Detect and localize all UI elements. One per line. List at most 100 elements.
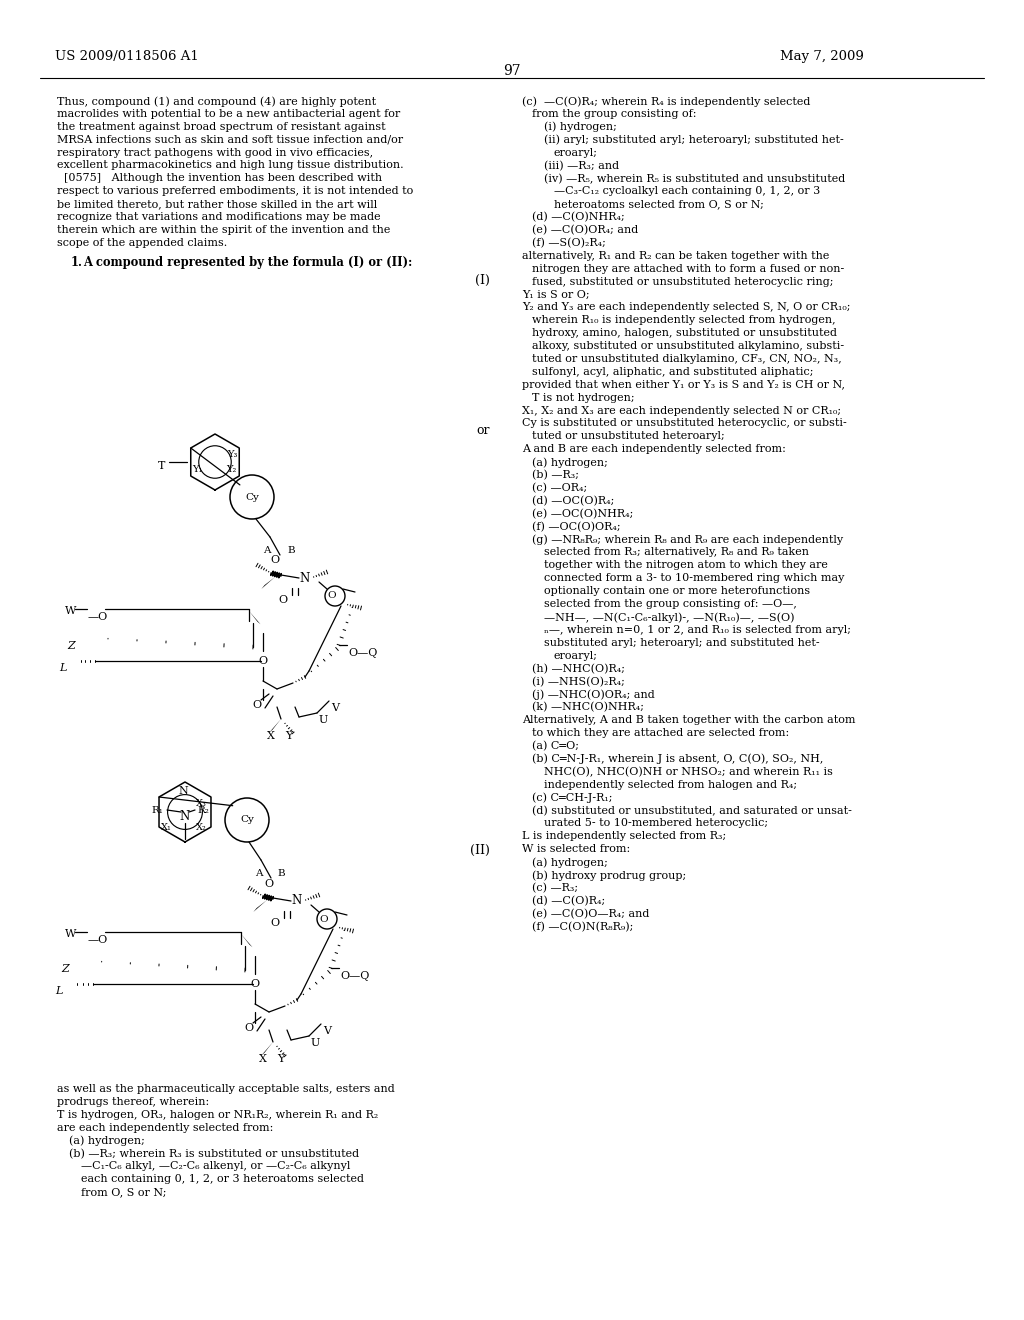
Text: the treatment against broad spectrum of resistant against: the treatment against broad spectrum of … (57, 121, 386, 132)
Text: T is hydrogen, OR₃, halogen or NR₁R₂, wherein R₁ and R₂: T is hydrogen, OR₃, halogen or NR₁R₂, wh… (57, 1110, 378, 1119)
Text: Z: Z (67, 642, 75, 651)
Text: from O, S or N;: from O, S or N; (81, 1187, 167, 1197)
Text: (c) —R₃;: (c) —R₃; (532, 883, 579, 894)
Text: wherein R₁₀ is independently selected from hydrogen,: wherein R₁₀ is independently selected fr… (532, 315, 836, 325)
Text: (II): (II) (470, 843, 490, 857)
Text: V: V (323, 1026, 331, 1036)
Text: N: N (292, 895, 302, 908)
Text: each containing 0, 1, 2, or 3 heteroatoms selected: each containing 0, 1, 2, or 3 heteroatom… (81, 1175, 364, 1184)
Text: O: O (253, 700, 261, 710)
Text: (d) —C(O)R₄;: (d) —C(O)R₄; (532, 896, 605, 906)
Text: (j) —NHC(O)OR₄; and: (j) —NHC(O)OR₄; and (532, 689, 654, 700)
Text: (ii) aryl; substituted aryl; heteroaryl; substituted het-: (ii) aryl; substituted aryl; heteroaryl;… (544, 135, 844, 145)
Text: prodrugs thereof, wherein:: prodrugs thereof, wherein: (57, 1097, 209, 1107)
Text: (e) —OC(O)NHR₄;: (e) —OC(O)NHR₄; (532, 508, 634, 519)
Text: A: A (263, 546, 270, 554)
Text: —O: —O (88, 612, 109, 622)
Text: provided that when either Y₁ or Y₃ is S and Y₂ is CH or N,: provided that when either Y₁ or Y₃ is S … (522, 380, 845, 389)
Text: Cy: Cy (240, 816, 254, 825)
Text: selected from R₃; alternatively, R₈ and R₉ taken: selected from R₃; alternatively, R₈ and … (544, 548, 809, 557)
Text: N: N (180, 809, 190, 822)
Text: excellent pharmacokinetics and high lung tissue distribution.: excellent pharmacokinetics and high lung… (57, 161, 403, 170)
Text: L: L (55, 986, 62, 997)
Text: O: O (251, 979, 259, 989)
Text: May 7, 2009: May 7, 2009 (780, 50, 864, 63)
Text: fused, substituted or unsubstituted heterocyclic ring;: fused, substituted or unsubstituted hete… (532, 277, 834, 286)
Text: X₁, X₂ and X₃ are each independently selected N or CR₁₀;: X₁, X₂ and X₃ are each independently sel… (522, 405, 841, 416)
Text: L is independently selected from R₃;: L is independently selected from R₃; (522, 832, 726, 841)
Text: (c)  —C(O)R₄; wherein R₄ is independently selected: (c) —C(O)R₄; wherein R₄ is independently… (522, 96, 810, 107)
Text: (iv) —R₅, wherein R₅ is substituted and unsubstituted: (iv) —R₅, wherein R₅ is substituted and … (544, 173, 845, 183)
Text: Thus, compound (1) and compound (4) are highly potent: Thus, compound (1) and compound (4) are … (57, 96, 376, 107)
Text: W: W (65, 929, 77, 939)
Text: O: O (279, 595, 288, 605)
Text: [0575]   Although the invention has been described with: [0575] Although the invention has been d… (57, 173, 382, 183)
Text: Y₁: Y₁ (191, 465, 202, 474)
Text: optionally contain one or more heterofunctions: optionally contain one or more heterofun… (544, 586, 810, 597)
Text: (e) —C(O)O—R₄; and: (e) —C(O)O—R₄; and (532, 908, 649, 919)
Text: A compound represented by the formula (I) or (II):: A compound represented by the formula (I… (83, 256, 413, 269)
Text: X: X (267, 731, 274, 741)
Text: Y₁ is S or O;: Y₁ is S or O; (522, 289, 590, 300)
Text: R₁: R₁ (152, 807, 163, 814)
Text: T is not hydrogen;: T is not hydrogen; (532, 392, 635, 403)
Text: V: V (331, 704, 339, 713)
Polygon shape (249, 611, 260, 624)
Text: 1.: 1. (71, 256, 83, 269)
Text: (f) —C(O)N(R₈R₉);: (f) —C(O)N(R₈R₉); (532, 921, 634, 932)
Text: respect to various preferred embodiments, it is not intended to: respect to various preferred embodiments… (57, 186, 414, 197)
Text: —C₁-C₆ alkyl, —C₂-C₆ alkenyl, or —C₂-C₆ alkynyl: —C₁-C₆ alkyl, —C₂-C₆ alkenyl, or —C₂-C₆ … (81, 1162, 350, 1171)
Text: A and B are each independently selected from:: A and B are each independently selected … (522, 445, 785, 454)
Text: tuted or unsubstituted heteroaryl;: tuted or unsubstituted heteroaryl; (532, 432, 725, 441)
Text: (b) —R₃;: (b) —R₃; (532, 470, 579, 480)
Text: (I): (I) (475, 273, 490, 286)
Text: A: A (255, 869, 262, 878)
Text: W: W (65, 606, 77, 616)
Text: as well as the pharmaceutically acceptable salts, esters and: as well as the pharmaceutically acceptab… (57, 1084, 394, 1094)
Text: connected form a 3- to 10-membered ring which may: connected form a 3- to 10-membered ring … (544, 573, 845, 583)
Text: Y₃: Y₃ (227, 450, 238, 459)
Text: X₃: X₃ (197, 799, 207, 808)
Text: selected from the group consisting of: —O—,: selected from the group consisting of: —… (544, 599, 797, 609)
Text: alternatively, R₁ and R₂ can be taken together with the: alternatively, R₁ and R₂ can be taken to… (522, 251, 829, 261)
Text: heteroatoms selected from O, S or N;: heteroatoms selected from O, S or N; (554, 199, 764, 209)
Text: O—Q: O—Q (340, 972, 370, 981)
Text: (b) hydroxy prodrug group;: (b) hydroxy prodrug group; (532, 870, 686, 880)
Text: eroaryl;: eroaryl; (554, 651, 598, 661)
Text: Y₂: Y₂ (226, 465, 237, 474)
Text: Alternatively, A and B taken together with the carbon atom: Alternatively, A and B taken together wi… (522, 715, 855, 725)
Text: (k) —NHC(O)NHR₄;: (k) —NHC(O)NHR₄; (532, 702, 644, 713)
Text: are each independently selected from:: are each independently selected from: (57, 1123, 273, 1133)
Polygon shape (261, 1041, 273, 1055)
Text: Z: Z (61, 964, 69, 974)
Text: O: O (258, 656, 267, 667)
Text: U: U (311, 1038, 321, 1048)
Text: respiratory tract pathogens with good in vivo efficacies,: respiratory tract pathogens with good in… (57, 148, 373, 157)
Text: Cy: Cy (245, 492, 259, 502)
Text: MRSA infections such as skin and soft tissue infection and/or: MRSA infections such as skin and soft ti… (57, 135, 403, 145)
Text: from the group consisting of:: from the group consisting of: (532, 110, 696, 119)
Text: (h) —NHC(O)R₄;: (h) —NHC(O)R₄; (532, 664, 625, 675)
Text: O: O (245, 1023, 254, 1034)
Text: (a) C═O;: (a) C═O; (532, 741, 579, 751)
Text: eroaryl;: eroaryl; (554, 148, 598, 157)
Text: (g) —NR₈R₉; wherein R₈ and R₉ are each independently: (g) —NR₈R₉; wherein R₈ and R₉ are each i… (532, 535, 843, 545)
Text: (i) —NHS(O)₂R₄;: (i) —NHS(O)₂R₄; (532, 676, 625, 686)
Text: Y: Y (278, 1053, 285, 1064)
Text: N: N (178, 785, 187, 796)
Text: O: O (270, 554, 280, 565)
Polygon shape (261, 577, 275, 589)
Text: (i) hydrogen;: (i) hydrogen; (544, 121, 616, 132)
Text: ₙ—, wherein n=0, 1 or 2, and R₁₀ is selected from aryl;: ₙ—, wherein n=0, 1 or 2, and R₁₀ is sele… (544, 624, 851, 635)
Text: together with the nitrogen atom to which they are: together with the nitrogen atom to which… (544, 561, 827, 570)
Text: to which they are attached are selected from:: to which they are attached are selected … (532, 729, 790, 738)
Polygon shape (269, 719, 281, 733)
Text: B: B (278, 869, 285, 878)
Text: —C₃-C₁₂ cycloalkyl each containing 0, 1, 2, or 3: —C₃-C₁₂ cycloalkyl each containing 0, 1,… (554, 186, 820, 197)
Text: (d) substituted or unsubstituted, and saturated or unsat-: (d) substituted or unsubstituted, and sa… (532, 805, 852, 816)
Text: tuted or unsubstituted dialkylamino, CF₃, CN, NO₂, N₃,: tuted or unsubstituted dialkylamino, CF₃… (532, 354, 842, 364)
Text: independently selected from halogen and R₄;: independently selected from halogen and … (544, 780, 797, 789)
Text: (c) C═CH-J-R₁;: (c) C═CH-J-R₁; (532, 792, 612, 803)
Text: U: U (319, 715, 329, 725)
Text: (f) —S(O)₂R₄;: (f) —S(O)₂R₄; (532, 238, 606, 248)
